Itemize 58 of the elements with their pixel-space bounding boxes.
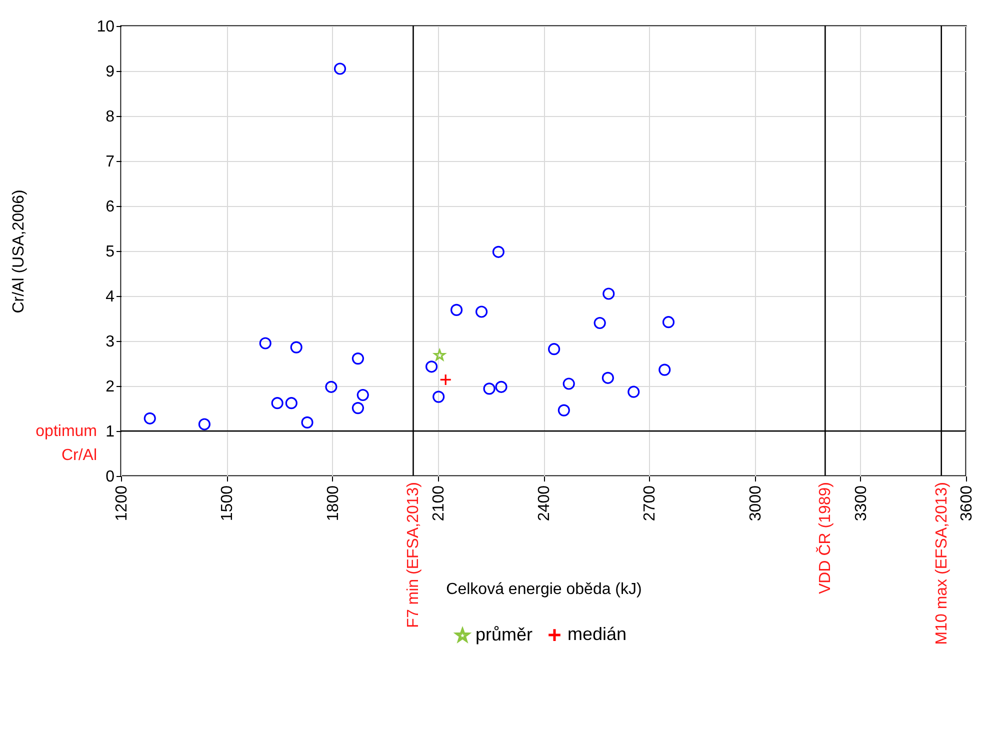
point	[352, 352, 364, 365]
y-tick-label: 6	[106, 198, 115, 216]
point	[198, 418, 210, 430]
point	[271, 397, 284, 410]
point	[144, 412, 156, 424]
point	[602, 288, 615, 300]
point	[325, 380, 338, 393]
point	[558, 404, 570, 416]
x-tick-label: 3600	[958, 485, 976, 522]
point	[352, 402, 364, 414]
legend-label: medián	[568, 624, 627, 644]
x-tick-label: 1800	[324, 485, 342, 522]
point	[356, 388, 369, 402]
x-tick-label: 2100	[430, 485, 448, 522]
y-tick-label: 4	[106, 288, 115, 306]
x-axis-title: Celková energie oběda (kJ)	[446, 581, 642, 598]
point	[602, 372, 614, 384]
point	[492, 246, 504, 258]
point	[594, 316, 606, 330]
y-tick-label: 10	[96, 18, 115, 36]
y-tick-label: 8	[106, 108, 115, 126]
point	[425, 360, 438, 373]
x-tick-label: 2400	[536, 485, 553, 522]
y-tick-label: 7	[106, 154, 115, 170]
y-tick-label: 0	[106, 468, 115, 486]
point	[334, 62, 346, 75]
point	[562, 378, 575, 390]
point	[450, 304, 463, 316]
point	[662, 316, 675, 328]
y-tick-label: 5	[106, 244, 115, 260]
y-axis-title: Cr/Al (USA,2006)	[10, 190, 28, 314]
ref-line-label: M10 max (EFSA,2013)	[933, 482, 950, 645]
point	[301, 416, 314, 428]
ref-line-label: F7 min (EFSA,2013)	[405, 482, 422, 628]
x-tick-label: 3000	[747, 485, 764, 522]
x-tick-label: 2700	[642, 485, 659, 522]
y-tick-label: 2	[106, 378, 115, 396]
point	[495, 380, 508, 393]
legend-label: průměr	[476, 624, 533, 645]
point	[434, 349, 446, 360]
point	[658, 364, 671, 376]
y-tick-label: 1	[106, 424, 115, 440]
point	[440, 374, 452, 386]
x-tick-label: 1500	[219, 485, 236, 522]
point	[285, 397, 298, 410]
point	[259, 337, 272, 350]
y-tick-label: 3	[106, 334, 115, 350]
point	[483, 382, 496, 395]
x-tick-label: 3300	[852, 485, 870, 522]
x-tick-label: 1200	[114, 485, 130, 522]
ref-line-label: VDD ČR (1989)	[816, 482, 834, 594]
point	[628, 386, 640, 398]
point	[475, 306, 488, 318]
point	[432, 390, 445, 403]
ref-line-label: optimum Cr/Al	[36, 423, 97, 464]
point	[548, 343, 560, 356]
y-tick-label: 9	[106, 64, 115, 80]
point	[290, 341, 302, 354]
